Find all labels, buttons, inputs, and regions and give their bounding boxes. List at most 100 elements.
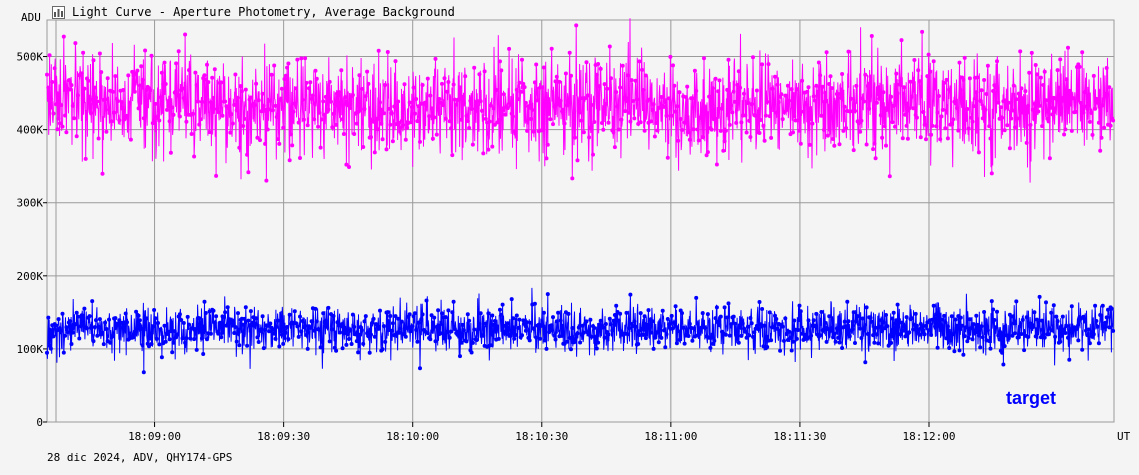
data-point <box>547 111 552 116</box>
data-point <box>814 311 819 316</box>
data-point <box>1027 70 1032 75</box>
data-point <box>434 324 439 329</box>
data-point <box>467 318 472 323</box>
data-point <box>442 76 447 81</box>
data-point <box>107 107 111 112</box>
chart-window-icon[interactable] <box>52 5 65 19</box>
data-point <box>163 339 168 344</box>
data-point <box>202 299 207 304</box>
data-point <box>824 339 829 344</box>
data-point <box>199 336 204 341</box>
data-point <box>643 73 648 78</box>
data-point <box>192 337 197 342</box>
data-point <box>482 69 487 74</box>
data-point <box>99 70 104 75</box>
data-point <box>832 331 837 336</box>
data-point <box>273 103 278 108</box>
data-point <box>824 50 829 55</box>
data-point <box>206 80 211 85</box>
data-point <box>376 326 381 331</box>
data-point <box>813 98 817 103</box>
data-point <box>733 99 737 104</box>
data-point <box>722 139 727 144</box>
data-point <box>943 126 948 131</box>
data-point <box>478 99 483 104</box>
data-point <box>429 106 434 111</box>
data-point <box>69 83 74 88</box>
data-point <box>438 100 443 105</box>
data-point <box>380 137 385 142</box>
data-point <box>325 324 330 329</box>
data-point <box>865 332 870 336</box>
data-point <box>112 110 117 115</box>
data-point <box>1051 303 1056 308</box>
data-point <box>97 317 102 322</box>
data-point <box>159 355 164 360</box>
data-point <box>895 91 900 96</box>
data-point <box>541 310 546 315</box>
data-point <box>665 155 670 160</box>
data-point <box>150 324 155 329</box>
data-point <box>767 114 772 119</box>
data-point <box>771 325 776 330</box>
data-point <box>132 89 137 94</box>
data-point <box>858 129 863 134</box>
data-point <box>229 318 234 323</box>
data-point <box>252 322 257 326</box>
data-point <box>663 345 668 350</box>
data-point <box>1032 310 1037 315</box>
data-point <box>181 96 186 101</box>
data-point <box>909 94 914 99</box>
data-point <box>187 68 191 73</box>
data-point <box>847 334 852 339</box>
data-point <box>255 335 260 340</box>
data-point <box>474 338 479 342</box>
data-point <box>563 71 568 76</box>
data-point <box>571 340 576 345</box>
data-point <box>362 107 367 111</box>
data-point <box>122 117 127 122</box>
data-point <box>300 319 305 323</box>
data-point <box>917 332 922 337</box>
data-point <box>259 327 264 332</box>
data-point <box>876 341 881 346</box>
data-point <box>775 326 780 331</box>
data-point <box>1075 326 1079 331</box>
data-point <box>123 311 128 316</box>
data-point <box>828 328 833 333</box>
data-point <box>1093 106 1098 111</box>
data-point <box>398 326 403 331</box>
data-point <box>187 322 191 327</box>
data-point <box>641 88 646 92</box>
data-point <box>736 69 741 74</box>
data-point <box>873 156 878 161</box>
data-point <box>825 133 830 138</box>
data-point <box>622 96 626 100</box>
data-point <box>694 88 699 93</box>
data-point <box>779 92 784 97</box>
data-point <box>353 332 358 337</box>
data-point <box>1040 124 1045 129</box>
data-point <box>481 151 486 156</box>
data-point <box>527 338 532 343</box>
data-point <box>783 316 788 321</box>
data-point <box>1054 97 1059 101</box>
data-point <box>740 321 745 326</box>
data-point <box>957 60 962 65</box>
data-point <box>841 128 846 133</box>
data-point <box>682 341 687 346</box>
data-point <box>980 335 985 340</box>
data-point <box>263 327 268 332</box>
data-point <box>1054 314 1059 319</box>
data-point <box>1064 77 1069 82</box>
data-point <box>205 337 209 342</box>
data-point <box>490 144 495 149</box>
data-point <box>326 107 331 112</box>
data-point <box>1109 306 1114 311</box>
data-point <box>83 156 88 161</box>
data-point <box>949 121 954 126</box>
data-point <box>441 103 446 108</box>
data-point <box>869 319 874 324</box>
data-point <box>321 311 326 316</box>
